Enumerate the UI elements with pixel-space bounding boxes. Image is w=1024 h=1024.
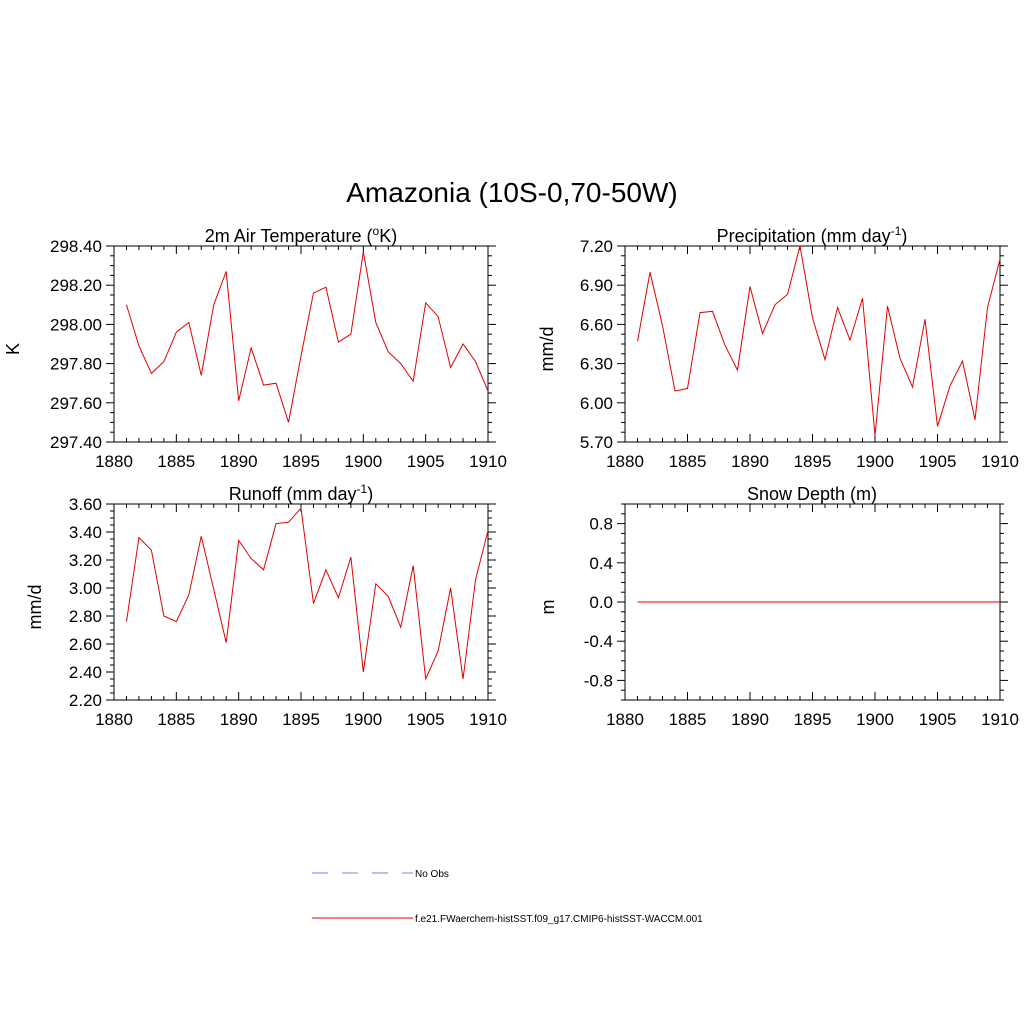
series-line [637, 245, 1001, 436]
y-tick-label: 6.30 [580, 355, 613, 374]
panel-title: 2m Air Temperature (oK) [205, 224, 397, 246]
x-tick-label: 1890 [731, 710, 769, 729]
y-tick-label: -0.8 [584, 671, 613, 690]
legend-label-obs: No Obs [415, 869, 449, 880]
plot-frame [113, 245, 489, 443]
y-tick-label: 3.00 [69, 579, 102, 598]
x-tick-label: 1910 [981, 710, 1019, 729]
x-tick-label: 1880 [95, 452, 133, 471]
y-tick-label: 6.90 [580, 276, 613, 295]
x-tick-label: 1885 [669, 710, 707, 729]
y-tick-label: 297.40 [50, 433, 102, 452]
y-tick-label: 3.60 [69, 495, 102, 514]
y-tick-label: 7.20 [580, 237, 613, 256]
legend-label-model: f.e21.FWaerchem-histSST.f09_g17.CMIP6-hi… [415, 914, 703, 925]
plot-area: 1880 1885 1890 1895 1900 1905 1910 5.70 6.00 6.30… [580, 237, 1019, 471]
x-tick-label: 1905 [407, 452, 445, 471]
series-line [125, 251, 489, 423]
x-tick-label: 1900 [856, 452, 894, 471]
x-tick-label: 1895 [282, 710, 320, 729]
x-tick-label: 1880 [95, 710, 133, 729]
y-tick-label: 3.40 [69, 523, 102, 542]
panel-air-temperature: 2m Air Temperature (oK) K 1880 1885 1890 18… [3, 224, 507, 471]
figure-title: Amazonia (10S-0,70-50W) [346, 177, 677, 208]
panel-title: Runoff (mm day-1) [229, 482, 373, 504]
panel-title: Precipitation (mm day-1) [717, 224, 908, 246]
y-tick-label: -0.4 [584, 632, 613, 651]
y-tick-label: 2.80 [69, 607, 102, 626]
y-tick-label: 298.20 [50, 276, 102, 295]
x-tick-label: 1885 [669, 452, 707, 471]
panel-title: Snow Depth (m) [747, 484, 877, 504]
y-axis-label: m [538, 600, 558, 615]
y-axis-label: K [3, 343, 23, 355]
y-tick-label: 3.20 [69, 551, 102, 570]
plot-frame [113, 503, 489, 701]
x-tick-label: 1910 [469, 710, 507, 729]
x-tick-label: 1890 [731, 452, 769, 471]
x-tick-label: 1900 [856, 710, 894, 729]
y-tick-label: 2.60 [69, 635, 102, 654]
x-tick-label: 1885 [157, 452, 195, 471]
panel-snow-depth: Snow Depth (m) m 1880 1885 1890 1895 1900 190… [538, 484, 1019, 729]
x-tick-label: 1890 [220, 452, 258, 471]
y-tick-label: 0.8 [589, 515, 613, 534]
plot-frame [624, 245, 1001, 443]
plot-area: 1880 1885 1890 1895 1900 1905 1910 2.20 2.40 2.60… [69, 495, 507, 729]
x-tick-label: 1910 [981, 452, 1019, 471]
x-tick-label: 1900 [344, 710, 382, 729]
plot-area: 1880 1885 1890 1895 1900 1905 1910 297.40 297.60… [50, 237, 507, 471]
x-tick-label: 1905 [919, 452, 957, 471]
panel-runoff: Runoff (mm day-1) mm/d 1880 1885 1890 1895 1… [25, 482, 507, 729]
y-tick-label: 298.00 [50, 315, 102, 334]
y-tick-label: 297.80 [50, 355, 102, 374]
x-tick-label: 1905 [919, 710, 957, 729]
x-tick-label: 1880 [606, 710, 644, 729]
x-tick-label: 1910 [469, 452, 507, 471]
y-tick-label: 6.60 [580, 315, 613, 334]
y-tick-label: 298.40 [50, 237, 102, 256]
x-tick-label: 1895 [794, 452, 832, 471]
series-line [125, 507, 489, 681]
y-tick-label: 2.20 [69, 691, 102, 710]
y-tick-label: 6.00 [580, 394, 613, 413]
plot-area: 1880 1885 1890 1895 1900 1905 1910 -0.8 -0.4 0.0 0… [584, 503, 1019, 729]
x-tick-label: 1900 [344, 452, 382, 471]
y-tick-label: 5.70 [580, 433, 613, 452]
y-axis-label: mm/d [537, 327, 557, 372]
x-tick-label: 1880 [606, 452, 644, 471]
panel-precipitation: Precipitation (mm day-1) mm/d 1880 1885 18… [537, 224, 1019, 471]
x-tick-label: 1895 [282, 452, 320, 471]
x-tick-label: 1885 [157, 710, 195, 729]
x-tick-label: 1905 [407, 710, 445, 729]
y-tick-label: 2.40 [69, 663, 102, 682]
y-tick-label: 0.4 [589, 554, 613, 573]
y-axis-label: mm/d [25, 585, 45, 630]
x-tick-label: 1890 [220, 710, 258, 729]
x-tick-label: 1895 [794, 710, 832, 729]
y-tick-label: 0.0 [589, 593, 613, 612]
legend: No Obs f.e21.FWaerchem-histSST.f09_g17.C… [312, 869, 703, 925]
y-tick-label: 297.60 [50, 394, 102, 413]
